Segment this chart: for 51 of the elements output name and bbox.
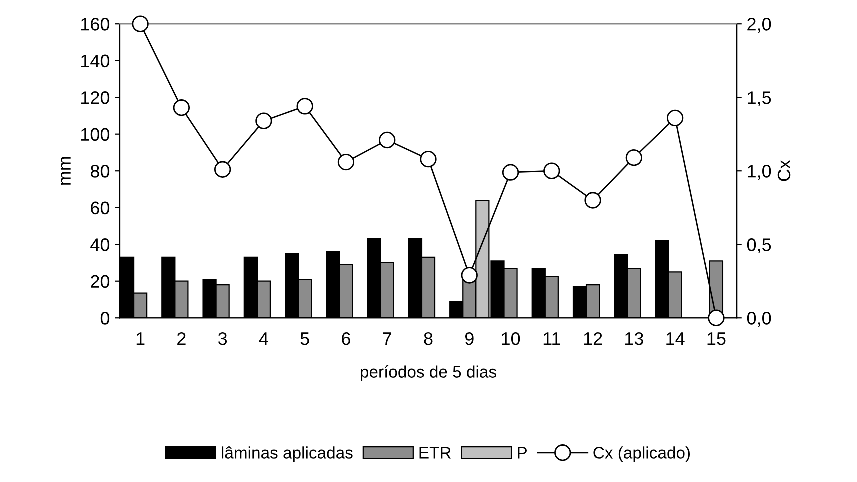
y-tick-label: 20	[91, 275, 110, 288]
point	[132, 16, 149, 32]
y-tick-label: 160	[82, 18, 110, 31]
legend-label: lâminas aplicadas	[222, 446, 353, 462]
y-tick-label: 40	[90, 238, 110, 252]
x-tick-label: 7	[383, 332, 392, 346]
x-tick-label: 13	[626, 332, 644, 346]
x-tick-label: 5	[300, 332, 310, 346]
x-tick-label: 9	[465, 332, 474, 346]
y2-tick-label: 1,5	[748, 92, 772, 106]
point	[296, 98, 314, 115]
legend-label: Cx (aplicado)	[594, 446, 690, 462]
point	[256, 112, 272, 130]
y-tick-label: 120	[82, 92, 110, 104]
y-tick-label: 60	[91, 202, 110, 215]
x-tick-label: 4	[259, 332, 268, 346]
point	[461, 267, 478, 284]
legend-label: ETR	[420, 447, 451, 459]
point	[420, 151, 437, 168]
point	[544, 162, 560, 180]
x-tick-label: 14	[666, 332, 685, 346]
y-axis-title: mm	[61, 157, 71, 185]
x-tick-label: 2	[178, 332, 186, 346]
y2-tick-label: 0,0	[747, 312, 772, 327]
point	[379, 132, 396, 149]
x-tick-label: 11	[544, 332, 560, 346]
y-tick-label: 100	[82, 128, 110, 142]
point	[502, 164, 520, 181]
x-tick-label: 6	[342, 332, 350, 346]
x-tick-label: 8	[424, 332, 433, 346]
y2-tick-label: 0,5	[747, 238, 772, 254]
y2-axis-title: Cx	[778, 160, 791, 182]
y2-tick-label: 1,0	[748, 165, 772, 180]
point	[173, 100, 190, 116]
x-tick-label: 15	[708, 332, 726, 346]
y2-tick-label: 2,0	[748, 18, 772, 33]
point	[708, 310, 725, 326]
x-tick-label: 3	[218, 332, 228, 346]
x-tick-label: 12	[584, 332, 602, 346]
point	[626, 150, 643, 166]
x-axis-title: períodos de 5 dias	[361, 366, 496, 382]
point	[214, 161, 232, 178]
y-tick-label: 0	[100, 312, 110, 325]
legend-label: P	[518, 447, 527, 459]
y-tick-label: 140	[82, 54, 110, 68]
x-tick-label: 10	[502, 332, 520, 346]
point	[338, 154, 355, 171]
y-tick-label: 80	[90, 165, 110, 178]
point	[584, 192, 602, 209]
x-tick-label: 1	[136, 332, 145, 346]
point	[666, 110, 684, 127]
